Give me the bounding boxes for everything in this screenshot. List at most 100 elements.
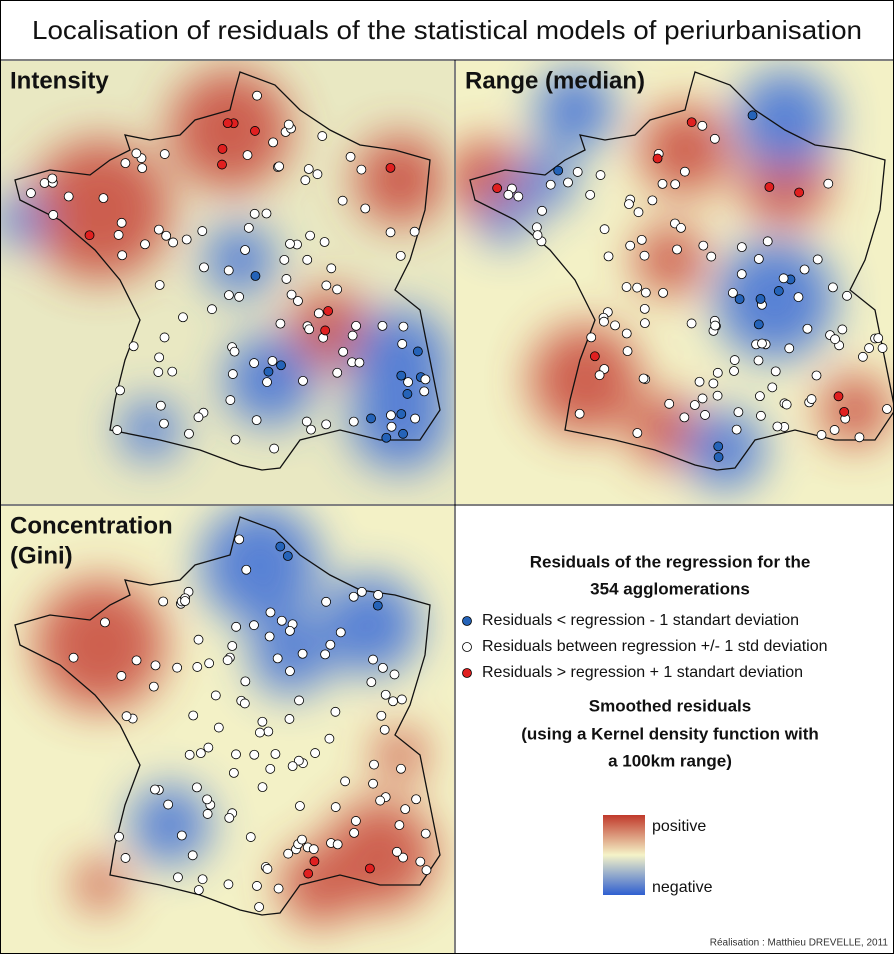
agglomeration-dot <box>492 183 503 194</box>
agglomeration-dot <box>713 452 724 462</box>
agglomeration-dot <box>252 90 262 101</box>
agglomeration-dot <box>300 175 311 186</box>
agglomeration-dot <box>589 351 600 362</box>
agglomeration-dot <box>381 432 392 443</box>
agglomeration-dot <box>729 355 740 365</box>
agglomeration-dot <box>150 784 160 795</box>
legend-title: a 100km range) <box>608 751 732 770</box>
panel-label: Concentration <box>10 512 173 539</box>
agglomeration-dot <box>230 434 241 445</box>
agglomeration-dot <box>372 600 383 611</box>
agglomeration-dot <box>317 131 328 141</box>
agglomeration-dot <box>155 400 166 411</box>
agglomeration-dot <box>63 191 74 202</box>
agglomeration-dot <box>228 767 239 778</box>
agglomeration-dot <box>304 324 315 335</box>
agglomeration-dot <box>793 292 804 302</box>
agglomeration-dot <box>128 341 139 352</box>
legend-title: Smoothed residuals <box>589 696 751 715</box>
agglomeration-dot <box>828 282 838 293</box>
agglomeration-dot <box>729 366 739 376</box>
agglomeration-dot <box>176 830 187 841</box>
agglomeration-dot <box>621 328 632 339</box>
agglomeration-dot <box>326 263 337 274</box>
agglomeration-dot <box>356 164 367 175</box>
agglomeration-dot <box>204 658 215 669</box>
agglomeration-dot <box>781 399 792 410</box>
agglomeration-dot <box>639 250 650 261</box>
agglomeration-dot <box>837 324 848 335</box>
map-panel: Range (median) <box>456 61 893 504</box>
agglomeration-dot <box>193 634 204 645</box>
agglomeration-dot <box>664 398 675 409</box>
agglomeration-dot <box>98 193 109 204</box>
agglomeration-dot <box>394 820 405 830</box>
agglomeration-dot <box>229 346 240 357</box>
agglomeration-dot <box>757 338 767 349</box>
agglomeration-dot <box>708 378 719 389</box>
agglomeration-dot <box>240 245 250 255</box>
agglomeration-dot <box>639 318 650 329</box>
agglomeration-dot <box>348 591 359 602</box>
agglomeration-dot <box>268 137 278 148</box>
agglomeration-dot <box>180 596 190 606</box>
agglomeration-dot <box>594 370 605 381</box>
agglomeration-dot <box>386 410 396 421</box>
agglomeration-dot <box>84 230 95 241</box>
agglomeration-dot <box>731 424 742 435</box>
agglomeration-dot <box>303 868 314 879</box>
agglomeration-dot <box>116 217 127 228</box>
agglomeration-dot <box>599 224 610 235</box>
agglomeration-dot <box>276 360 286 371</box>
agglomeration-dot <box>269 443 280 454</box>
agglomeration-dot <box>545 179 556 190</box>
agglomeration-dot <box>747 110 758 121</box>
map-panel: Concentration (Gini) <box>1 506 454 953</box>
agglomeration-dot <box>227 641 238 651</box>
agglomeration-dot <box>257 782 268 793</box>
smoothed-surface <box>35 506 435 925</box>
legend-dot <box>462 616 472 626</box>
agglomeration-dot <box>366 677 377 688</box>
agglomeration-dot <box>694 376 705 387</box>
agglomeration-dot <box>812 254 823 265</box>
agglomeration-dot <box>112 425 123 435</box>
agglomeration-dot <box>261 208 272 219</box>
agglomeration-dot <box>330 802 341 812</box>
agglomeration-dot <box>217 144 228 154</box>
agglomeration-dot <box>309 856 320 867</box>
density-blob <box>30 140 170 280</box>
density-blob <box>735 70 835 170</box>
agglomeration-dot <box>773 286 784 296</box>
agglomeration-dot <box>332 284 343 295</box>
agglomeration-dot <box>286 289 297 300</box>
agglomeration-dot <box>297 834 307 845</box>
agglomeration-dot <box>398 852 408 863</box>
agglomeration-dot <box>389 669 400 680</box>
agglomeration-dot <box>131 148 142 159</box>
density-blob <box>35 580 165 710</box>
agglomeration-dot <box>335 627 346 638</box>
agglomeration-dot <box>366 413 376 424</box>
agglomeration-dot <box>698 240 709 251</box>
agglomeration-dot <box>351 816 361 826</box>
agglomeration-dot <box>736 269 747 279</box>
agglomeration-dot <box>320 649 331 660</box>
agglomeration-dot <box>120 158 131 169</box>
agglomeration-dot <box>251 415 262 426</box>
agglomeration-dot <box>273 883 284 894</box>
agglomeration-dot <box>284 625 295 636</box>
agglomeration-dot <box>373 590 384 600</box>
agglomeration-dot <box>833 391 844 402</box>
agglomeration-dot <box>375 795 386 806</box>
agglomeration-dot <box>652 153 663 164</box>
density-blob <box>640 105 730 195</box>
agglomeration-dot <box>756 410 766 421</box>
agglomeration-dot <box>116 671 127 681</box>
agglomeration-dot <box>388 696 398 707</box>
agglomeration-dot <box>799 264 810 275</box>
agglomeration-dot <box>213 722 224 733</box>
agglomeration-dot <box>148 681 159 692</box>
agglomeration-dot <box>227 369 238 379</box>
agglomeration-dot <box>421 865 432 876</box>
